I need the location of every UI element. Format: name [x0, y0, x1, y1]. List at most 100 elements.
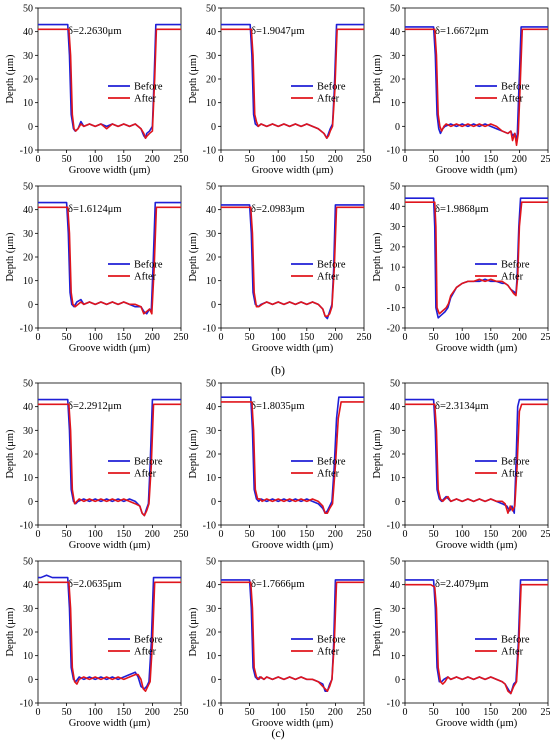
legend-label: Before	[317, 457, 346, 468]
y-tick-label: 10	[23, 276, 33, 287]
y-tick-label: 30	[23, 604, 33, 615]
y-tick-label: 20	[206, 75, 216, 86]
x-tick-label: 0	[219, 707, 224, 718]
x-tick-label: 100	[88, 332, 103, 343]
legend-label: After	[501, 272, 524, 283]
y-tick-label: 30	[390, 426, 400, 437]
x-tick-label: 200	[145, 332, 160, 343]
y-axis-label: Depth (μm)	[5, 232, 16, 282]
x-axis-label: Groove width (μm)	[436, 343, 518, 354]
y-tick-label: -10	[203, 521, 216, 532]
x-tick-label: 250	[174, 154, 189, 165]
series-line-after	[405, 583, 548, 695]
x-tick-label: 200	[512, 332, 527, 343]
x-tick-label: 50	[62, 154, 72, 165]
y-tick-label: 30	[23, 229, 33, 240]
y-tick-label: 50	[390, 379, 400, 390]
y-tick-label: 10	[23, 651, 33, 662]
series-line-after	[38, 403, 181, 517]
y-tick-label: 40	[206, 402, 216, 413]
x-tick-label: 100	[455, 332, 470, 343]
x-tick-label: 150	[116, 332, 131, 343]
series-line-after	[221, 581, 364, 692]
y-tick-label: 0	[395, 283, 400, 294]
x-tick-label: 100	[271, 707, 286, 718]
x-tick-label: 150	[483, 332, 498, 343]
y-tick-label: 0	[28, 497, 33, 508]
y-tick-label: 10	[23, 473, 33, 484]
x-axis-label: Groove width (μm)	[69, 343, 151, 354]
x-tick-label: 200	[328, 529, 343, 540]
y-tick-label: -10	[387, 699, 400, 710]
y-tick-label: 40	[390, 27, 400, 38]
y-tick-label: 20	[23, 628, 33, 639]
series-line-before	[405, 197, 548, 319]
y-tick-label: 0	[211, 122, 216, 133]
x-axis-label: Groove width (μm)	[69, 165, 151, 176]
y-axis-label: Depth (μm)	[372, 232, 383, 282]
y-tick-label: -20	[387, 324, 400, 335]
x-tick-label: 50	[62, 707, 72, 718]
y-tick-label: 50	[206, 4, 216, 15]
legend-label: After	[501, 647, 524, 658]
x-tick-label: 200	[512, 707, 527, 718]
x-tick-label: 0	[219, 332, 224, 343]
legend-label: After	[134, 469, 157, 480]
x-tick-label: 0	[403, 529, 408, 540]
delta-annotation: δ=2.0983μm	[251, 204, 305, 215]
y-tick-label: -10	[20, 324, 33, 335]
x-tick-label: 50	[245, 707, 255, 718]
y-tick-label: 50	[390, 4, 400, 15]
x-tick-label: 200	[145, 707, 160, 718]
x-tick-label: 200	[512, 154, 527, 165]
y-tick-label: 30	[390, 222, 400, 233]
legend-label: Before	[134, 635, 163, 646]
x-tick-label: 150	[299, 529, 314, 540]
y-tick-label: 10	[206, 473, 216, 484]
y-axis-label: Depth (μm)	[188, 54, 199, 104]
delta-annotation: δ=1.8035μm	[251, 401, 305, 412]
y-tick-label: 30	[206, 426, 216, 437]
y-axis-label: Depth (μm)	[5, 429, 16, 479]
x-tick-label: 50	[245, 529, 255, 540]
x-axis-label: Groove width (μm)	[436, 165, 518, 176]
legend-label: Before	[501, 457, 530, 468]
y-tick-label: 40	[390, 402, 400, 413]
delta-annotation: δ=1.9868μm	[435, 204, 489, 215]
y-tick-label: 30	[206, 229, 216, 240]
y-tick-label: -10	[203, 324, 216, 335]
x-tick-label: 250	[174, 332, 189, 343]
x-tick-label: 100	[455, 529, 470, 540]
x-tick-label: 150	[116, 707, 131, 718]
x-tick-label: 250	[541, 332, 550, 343]
legend-label: After	[317, 647, 340, 658]
y-tick-label: 40	[23, 27, 33, 38]
plot-frame	[404, 185, 549, 329]
x-tick-label: 250	[357, 332, 372, 343]
x-tick-label: 200	[512, 529, 527, 540]
y-tick-label: 50	[23, 4, 33, 15]
y-tick-label: 20	[23, 450, 33, 461]
x-tick-label: 0	[36, 529, 41, 540]
y-tick-label: 30	[390, 604, 400, 615]
y-axis-label: Depth (μm)	[5, 607, 16, 657]
x-tick-label: 100	[271, 154, 286, 165]
x-axis-label: Groove width (μm)	[252, 540, 334, 551]
legend-label: After	[501, 469, 524, 480]
y-tick-label: 20	[206, 253, 216, 264]
x-tick-label: 250	[541, 154, 550, 165]
series-line-before	[38, 574, 181, 690]
x-tick-label: 100	[271, 332, 286, 343]
x-tick-label: 150	[483, 529, 498, 540]
x-tick-label: 100	[271, 529, 286, 540]
y-tick-label: 20	[390, 628, 400, 639]
